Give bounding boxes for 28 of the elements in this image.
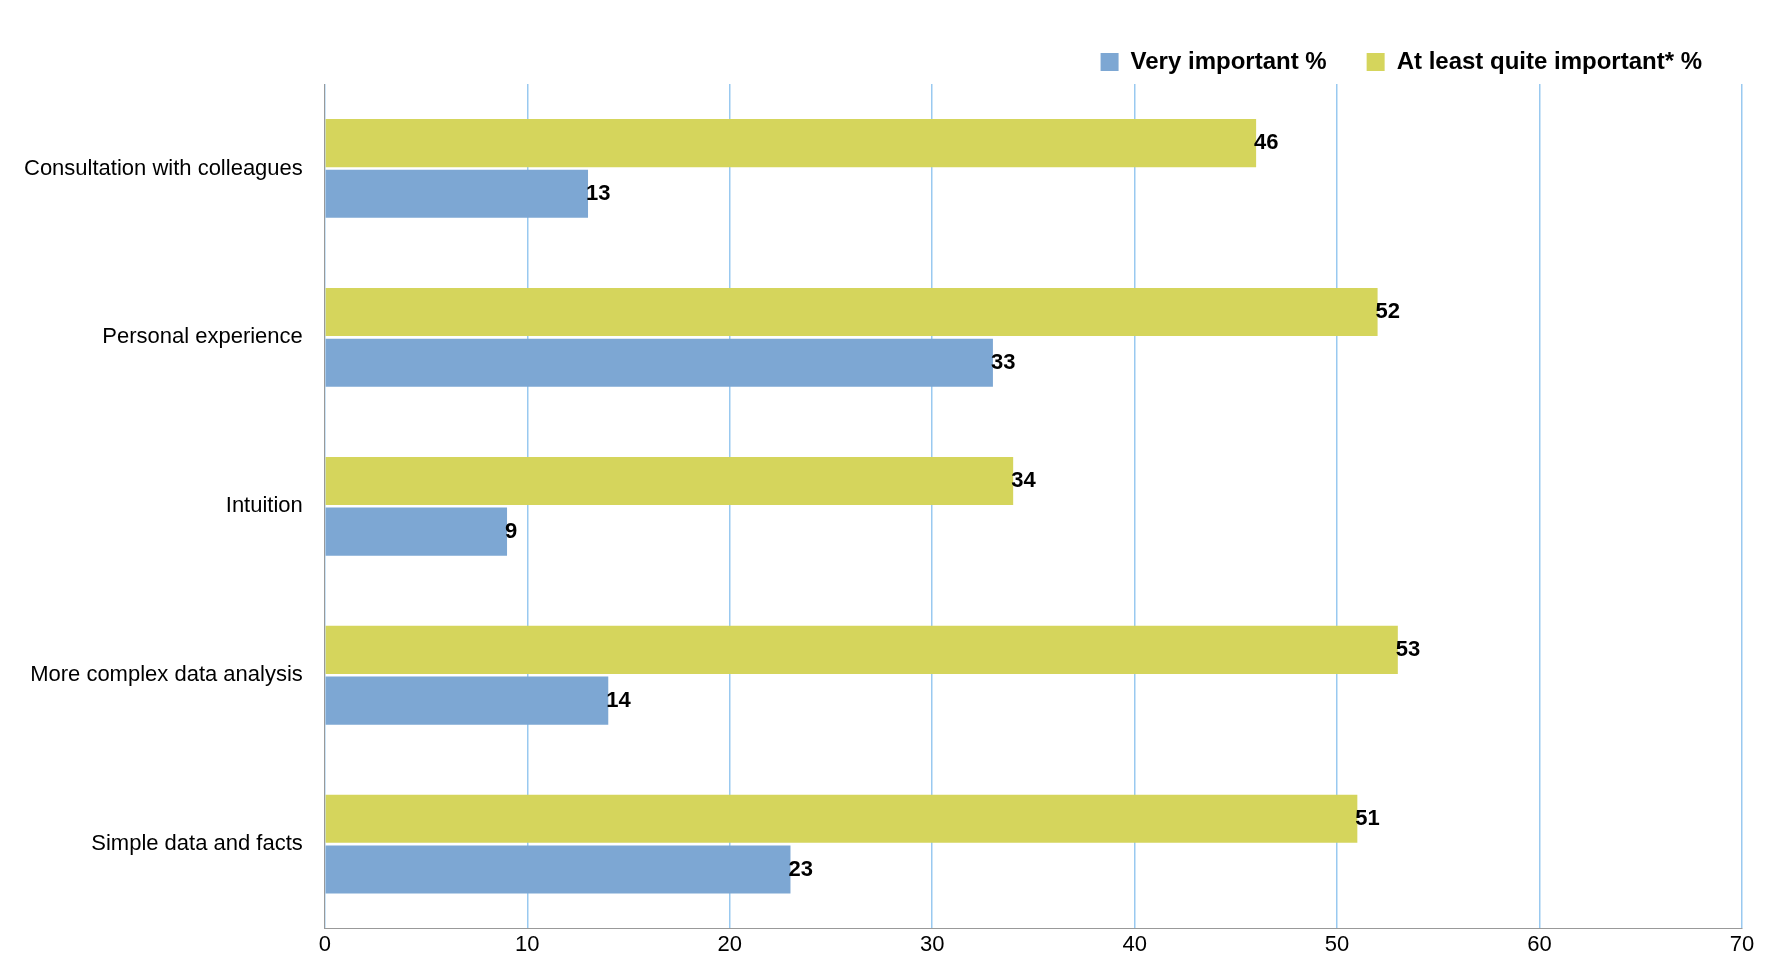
y-tick-label: Intuition [225,492,303,518]
legend-label: Very important % [1130,46,1327,74]
data-label: 13 [586,179,611,205]
bar [325,676,609,725]
bar [325,625,1398,674]
x-tick-label: 40 [1122,930,1147,956]
x-tick-label: 10 [515,930,540,956]
bar [325,456,1014,506]
data-label: 9 [505,517,518,543]
y-tick-label: Consultation with colleagues [23,154,303,180]
x-tick-label: 30 [919,930,945,956]
bar [325,794,1358,843]
x-tick-label: 70 [1729,930,1755,956]
bar [325,287,1378,337]
data-label: 23 [788,855,813,881]
bar [325,338,993,387]
x-tick-label: 50 [1324,930,1350,956]
legend-label: At least quite important* % [1396,46,1703,74]
x-tick-label: 0 [318,930,331,956]
x-tick-label: 60 [1527,930,1552,956]
y-tick-label: Simple data and facts [91,830,303,856]
bar [325,845,791,894]
data-label: 33 [990,348,1016,374]
y-tick-label: Personal experience [102,323,303,349]
y-tick-label: More complex data analysis [30,661,303,687]
x-tick-label: 20 [717,930,742,956]
bar [325,169,589,218]
data-label: 14 [606,686,632,712]
